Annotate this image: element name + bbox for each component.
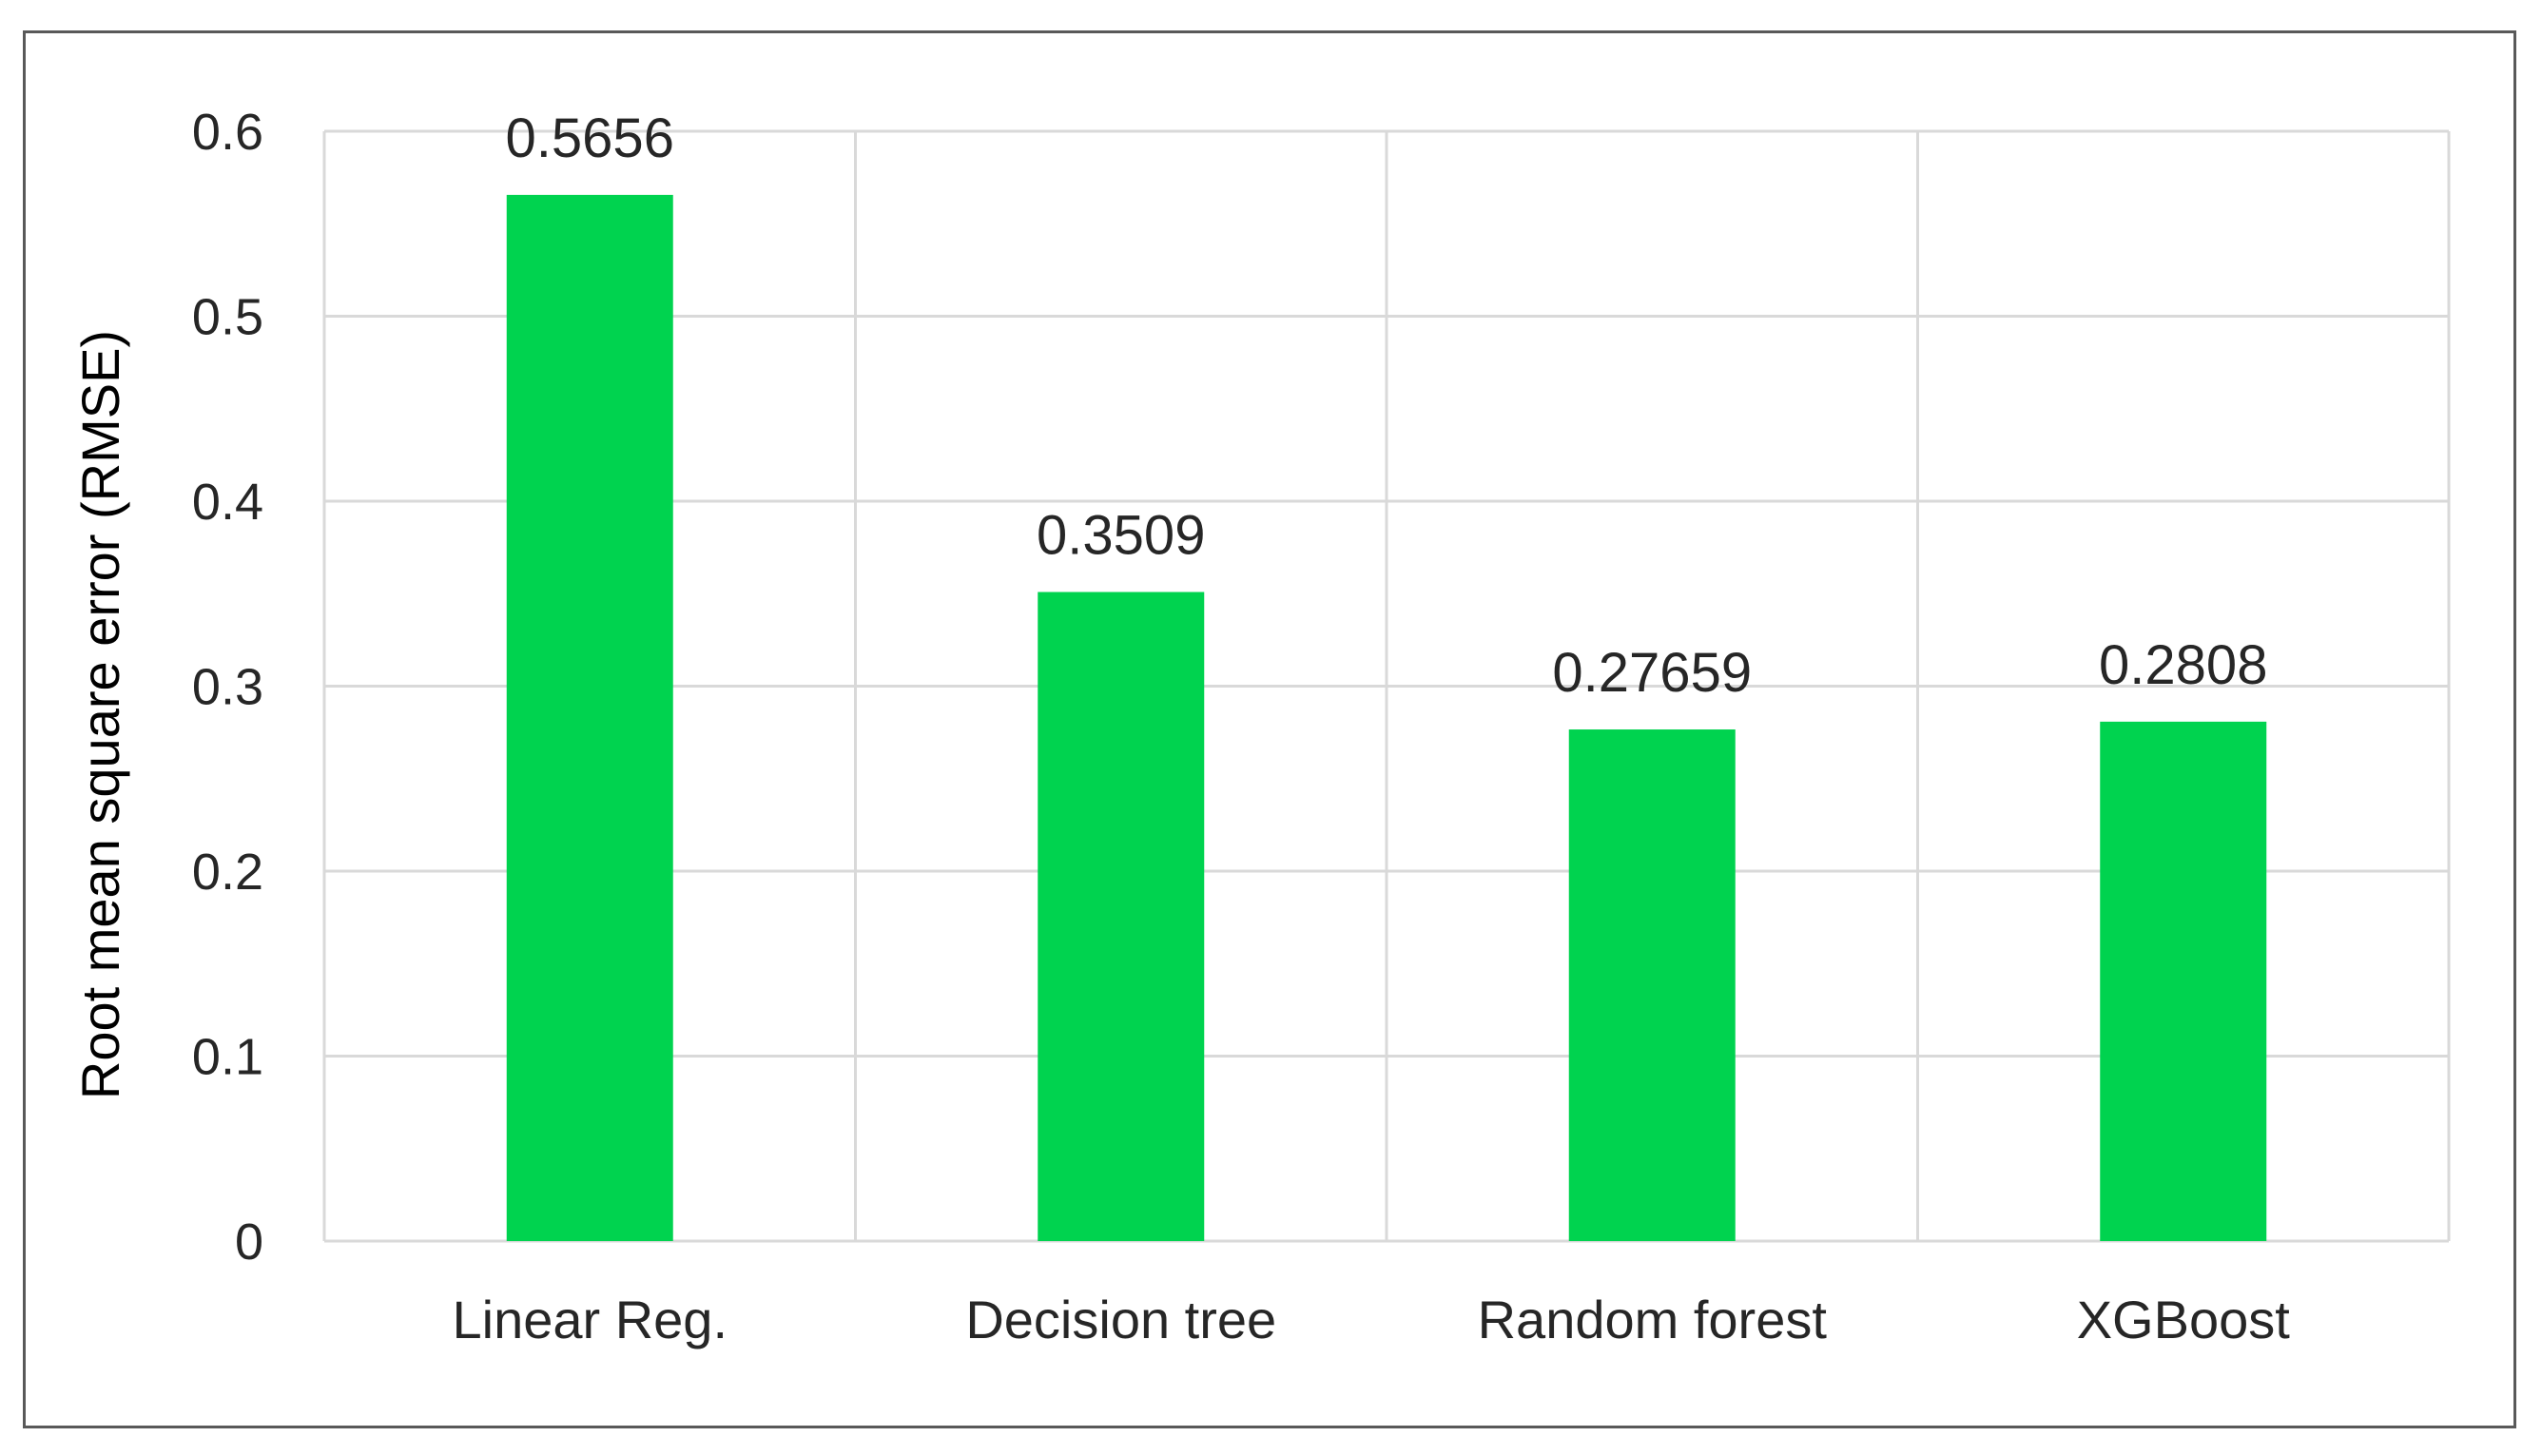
y-tick-label: 0.4 [192,474,263,531]
data-label: 0.5656 [506,107,674,169]
chart-frame: 0 0.1 0.2 0.3 0.4 0.5 0.6 0.5656 Linear Reg. 0.35… [23,30,2516,1428]
x-tick-label: Decision tree [965,1290,1276,1349]
rmse-bar-chart: 0 0.1 0.2 0.3 0.4 0.5 0.6 0.5656 Linear Reg. 0.35… [70,104,2451,1349]
y-tick-label: 0.1 [192,1029,263,1086]
bar [1568,729,1736,1241]
y-tick-label: 0.5 [192,289,263,346]
x-tick-label: XGBoost [2077,1290,2291,1349]
y-tick-label: 0.6 [192,104,263,161]
y-tick-label: 0.2 [192,844,263,901]
bars [506,194,2267,1242]
x-tick-label: Random forest [1478,1290,1828,1349]
data-label: 0.3509 [1037,504,1205,566]
data-label: 0.27659 [1552,642,1752,704]
bar [2100,721,2267,1241]
x-tick-label: Linear Reg. [452,1290,728,1349]
bar [506,194,673,1242]
y-tick-label: 0.3 [192,659,263,716]
data-label: 0.2808 [2099,634,2267,696]
bar [1038,592,1205,1241]
y-axis-title: Root mean square error (RMSE) [70,330,130,1099]
labels: 0 0.1 0.2 0.3 0.4 0.5 0.6 0.5656 Linear Reg. 0.35… [192,104,2290,1349]
grid [322,129,2451,1243]
y-tick-label: 0 [235,1213,263,1271]
